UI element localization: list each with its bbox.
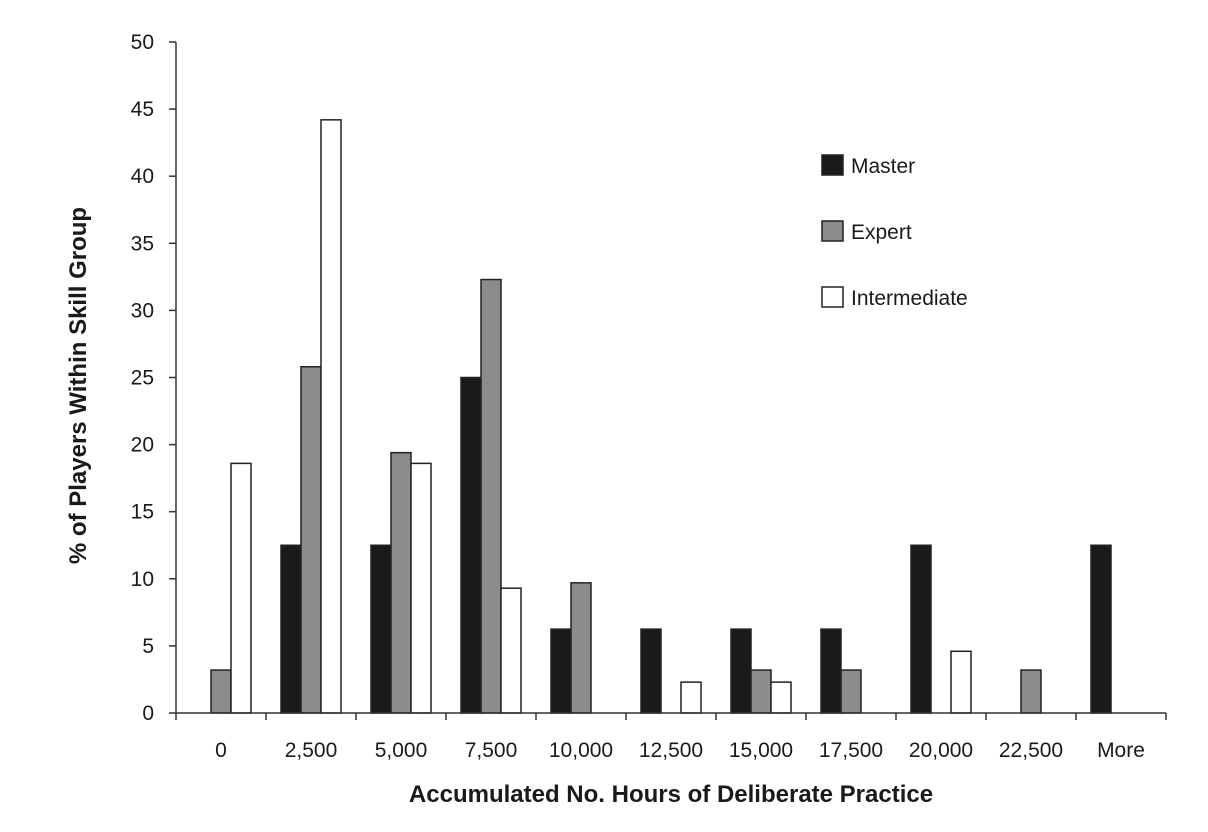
x-tick-label: 10,000 xyxy=(549,739,613,762)
bar-master-8 xyxy=(910,544,932,714)
bar-intermediate-2 xyxy=(410,462,432,714)
bar-intermediate-1 xyxy=(320,119,342,714)
bar-master-7 xyxy=(820,628,842,714)
x-tick-label: 5,000 xyxy=(375,739,428,762)
x-tick-label: 17,500 xyxy=(819,739,883,762)
legend-swatch-master xyxy=(821,154,844,176)
y-axis-title: % of Players Within Skill Group xyxy=(65,207,92,564)
x-tick-label: 12,500 xyxy=(639,739,703,762)
x-tick-label: 22,500 xyxy=(999,739,1063,762)
bar-master-10 xyxy=(1090,544,1112,714)
x-tick-label: 2,500 xyxy=(285,739,338,762)
y-tick-label: 25 xyxy=(131,367,154,390)
bar-expert-9 xyxy=(1020,669,1042,714)
bar-expert-1 xyxy=(300,366,322,714)
x-tick-label: 20,000 xyxy=(909,739,973,762)
x-tick-label: More xyxy=(1097,739,1145,762)
y-tick-label: 10 xyxy=(131,568,154,591)
bar-master-2 xyxy=(370,544,392,714)
bar-master-6 xyxy=(730,628,752,714)
bar-expert-6 xyxy=(750,669,772,714)
bar-master-4 xyxy=(550,628,572,714)
bar-expert-0 xyxy=(210,669,232,714)
bar-expert-7 xyxy=(840,669,862,714)
y-tick-label: 15 xyxy=(131,501,154,524)
bar-expert-2 xyxy=(390,451,412,714)
x-tick-label: 15,000 xyxy=(729,739,793,762)
y-tick-label: 35 xyxy=(131,232,154,255)
y-tick-label: 0 xyxy=(142,702,154,725)
bar-expert-3 xyxy=(480,278,502,714)
bar-expert-4 xyxy=(570,582,592,714)
y-tick-label: 50 xyxy=(131,31,154,54)
bar-master-1 xyxy=(280,544,302,714)
legend-swatch-expert xyxy=(821,220,844,242)
legend-swatch-intermediate xyxy=(821,286,844,308)
bar-master-5 xyxy=(640,628,662,714)
legend-label-intermediate: Intermediate xyxy=(851,287,968,310)
y-tick-label: 5 xyxy=(142,635,154,658)
x-tick-label: 0 xyxy=(215,739,227,762)
y-tick-label: 45 xyxy=(131,98,154,121)
bar-intermediate-6 xyxy=(770,681,792,714)
bar-intermediate-5 xyxy=(680,681,702,714)
axes-layer: 0 5 10 15 20 25 30 35 40 45 50 0 2,500 5,000 7,500 10,0… xyxy=(131,31,1167,762)
y-tick-label: 20 xyxy=(131,434,154,457)
x-axis-title: Accumulated No. Hours of Deliberate Prac… xyxy=(409,781,933,808)
y-tick-label: 40 xyxy=(131,165,154,188)
legend: Master Expert Intermediate xyxy=(821,154,968,310)
bars-layer xyxy=(210,119,1112,714)
bar-intermediate-8 xyxy=(950,650,972,714)
legend-label-expert: Expert xyxy=(851,221,912,244)
x-tick-label: 7,500 xyxy=(465,739,518,762)
legend-label-master: Master xyxy=(851,155,915,178)
bar-intermediate-3 xyxy=(500,587,522,714)
bar-master-3 xyxy=(460,376,482,714)
bar-intermediate-0 xyxy=(230,462,252,714)
y-tick-label: 30 xyxy=(131,299,154,322)
